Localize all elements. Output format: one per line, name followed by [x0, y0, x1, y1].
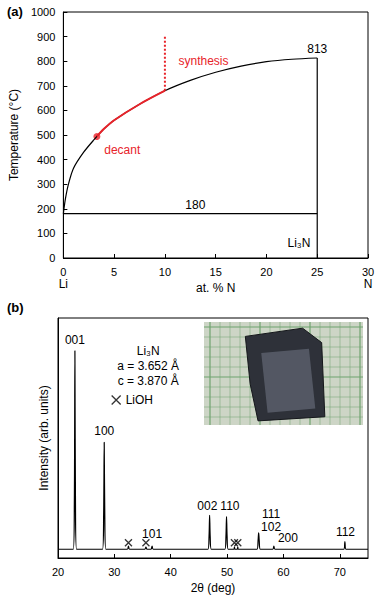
- svg-text:Li₃N: Li₃N: [287, 236, 310, 250]
- svg-text:700: 700: [37, 80, 55, 92]
- svg-text:40: 40: [165, 566, 177, 578]
- svg-text:10: 10: [159, 266, 171, 278]
- svg-text:Li: Li: [59, 277, 68, 291]
- svg-text:300: 300: [37, 178, 55, 190]
- svg-text:100: 100: [94, 424, 114, 438]
- svg-text:813: 813: [307, 42, 327, 56]
- svg-text:200: 200: [278, 531, 298, 545]
- svg-text:180: 180: [185, 198, 205, 212]
- svg-text:Li₃N: Li₃N: [137, 344, 160, 358]
- svg-text:600: 600: [37, 104, 55, 116]
- svg-text:50: 50: [221, 566, 233, 578]
- svg-text:110: 110: [220, 499, 239, 513]
- svg-text:Temperature (°C): Temperature (°C): [7, 89, 21, 181]
- svg-text:0: 0: [49, 252, 55, 264]
- svg-text:5: 5: [111, 266, 117, 278]
- svg-text:25: 25: [311, 266, 323, 278]
- svg-text:100: 100: [37, 227, 55, 239]
- svg-text:0: 0: [60, 266, 66, 278]
- svg-text:70: 70: [334, 566, 346, 578]
- svg-text:001: 001: [65, 333, 85, 347]
- svg-text:20: 20: [260, 266, 272, 278]
- svg-text:900: 900: [37, 31, 55, 43]
- svg-text:decant: decant: [104, 143, 141, 157]
- svg-text:111: 111: [262, 507, 281, 521]
- svg-text:c = 3.870 Å: c = 3.870 Å: [118, 373, 179, 388]
- svg-text:60: 60: [277, 566, 289, 578]
- svg-text:002: 002: [197, 499, 217, 513]
- svg-text:30: 30: [362, 266, 374, 278]
- svg-text:101: 101: [142, 527, 162, 541]
- svg-text:1000: 1000: [31, 6, 55, 18]
- svg-text:102: 102: [261, 520, 282, 535]
- svg-text:2θ (deg): 2θ (deg): [191, 581, 236, 595]
- svg-text:112: 112: [336, 525, 355, 539]
- svg-text:synthesis: synthesis: [178, 54, 228, 68]
- svg-text:LiOH: LiOH: [126, 393, 153, 407]
- svg-text:(a): (a): [7, 4, 23, 19]
- svg-text:at. % N: at. % N: [196, 281, 235, 295]
- svg-text:a = 3.652 Å: a = 3.652 Å: [117, 358, 179, 373]
- svg-text:N: N: [364, 277, 373, 291]
- svg-text:(b): (b): [7, 300, 24, 315]
- svg-text:800: 800: [37, 55, 55, 67]
- svg-text:400: 400: [37, 154, 55, 166]
- svg-text:30: 30: [108, 566, 120, 578]
- svg-text:Intensity (arb. units): Intensity (arb. units): [37, 385, 51, 490]
- svg-text:15: 15: [210, 266, 222, 278]
- svg-text:200: 200: [37, 203, 55, 215]
- svg-text:500: 500: [37, 129, 55, 141]
- svg-text:20: 20: [52, 566, 64, 578]
